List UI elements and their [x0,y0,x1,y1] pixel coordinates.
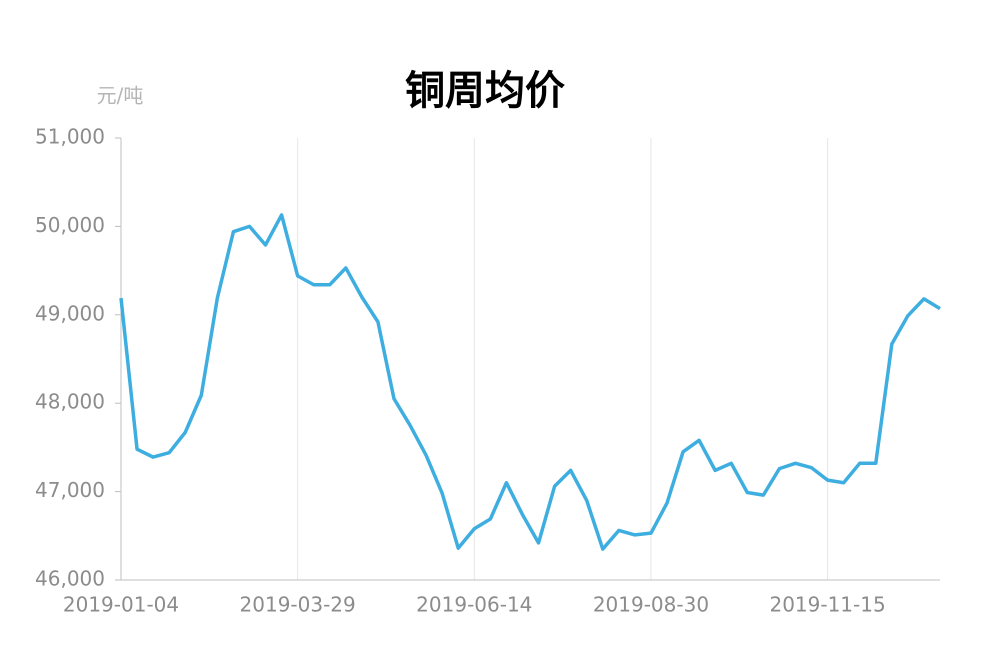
y-tick-label: 49,000 [35,301,105,325]
x-tick-label: 2019-03-29 [240,593,356,617]
x-tick-label: 2019-01-04 [63,593,179,617]
line [119,213,941,551]
x-tick-label: 2019-11-15 [769,593,885,617]
y-unit: 元/吨 [97,84,144,108]
x-tick-label: 2019-06-14 [416,593,532,617]
y-tick-label: 46,000 [35,567,105,591]
y-tick-label: 51,000 [35,125,105,149]
y-tick-label: 50,000 [35,213,105,237]
x-tick-label: 2019-08-30 [593,593,709,617]
y-tick-label: 47,000 [35,478,105,502]
chart-title: 铜周均价 [405,68,565,114]
y-tick-label: 48,000 [35,390,105,414]
